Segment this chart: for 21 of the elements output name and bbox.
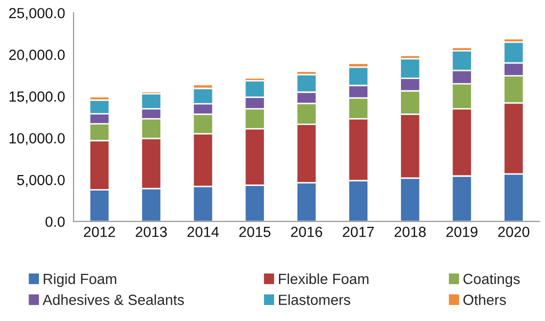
y-tick-label: 5,000.0 <box>17 174 65 187</box>
x-tick-label: 2015 <box>239 226 270 238</box>
x-tick-label: 2018 <box>394 226 426 238</box>
legend-label: Rigid Foam <box>44 273 116 287</box>
y-tick-label: 10,000.0 <box>10 133 65 146</box>
legend-label: Elastomers <box>278 294 350 305</box>
legend-label: Others <box>463 294 506 305</box>
legend-label: Adhesives & Sealants <box>42 294 184 305</box>
legend-label: Coatings <box>463 273 520 287</box>
x-tick-label: 2017 <box>342 226 374 238</box>
y-tick-label: 25,000.0 <box>9 8 65 20</box>
x-tick-label: 2012 <box>84 226 115 238</box>
x-tick-label: 2019 <box>446 226 478 238</box>
x-tick-label: 2020 <box>498 226 530 238</box>
y-tick-label: 15,000.0 <box>10 91 65 104</box>
x-tick-label: 2014 <box>188 226 219 238</box>
x-tick-label: 2013 <box>136 226 167 238</box>
x-tick-label: 2016 <box>291 226 322 238</box>
legend-label: Flexible Foam <box>278 273 368 284</box>
y-tick-label: 20,000.0 <box>9 50 65 62</box>
y-tick-label: 0.0 <box>46 216 65 227</box>
